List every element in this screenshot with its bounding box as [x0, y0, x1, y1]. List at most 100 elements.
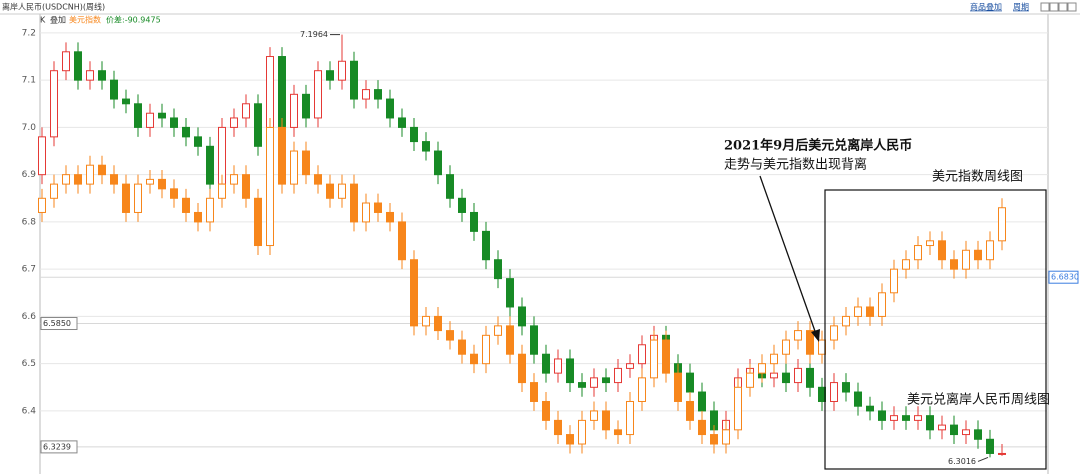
- candle-body: [674, 372, 682, 402]
- y-tick-label: 6.5: [22, 359, 36, 369]
- price-label: 6.3239: [43, 442, 71, 451]
- arrow-head: [811, 329, 820, 342]
- candle-body: [230, 117, 238, 128]
- candle-body: [686, 400, 694, 421]
- candle-body: [506, 325, 514, 355]
- candle-body: [326, 70, 334, 81]
- window-buttons: [1040, 2, 1077, 12]
- candle-body: [962, 249, 970, 270]
- candle-body: [734, 386, 742, 431]
- overlay-label[interactable]: 叠加: [50, 15, 66, 25]
- candle-body: [578, 382, 586, 388]
- candle-body: [182, 197, 190, 213]
- button[interactable]: [1067, 2, 1077, 12]
- candle-body: [518, 353, 526, 384]
- candle-body: [698, 391, 706, 412]
- candle-body: [146, 112, 154, 128]
- candle-body: [158, 112, 166, 119]
- candle-body: [806, 330, 814, 355]
- candle-body: [62, 174, 70, 185]
- candle-body: [242, 103, 250, 119]
- candle-body: [422, 315, 430, 327]
- overlay-link[interactable]: 商品叠加: [970, 2, 1002, 12]
- high-label: 7.1964: [300, 30, 328, 39]
- arrow: [759, 175, 817, 335]
- candle-body: [542, 400, 550, 421]
- candle-body: [446, 330, 454, 341]
- y-tick-label: 6.9: [22, 170, 37, 180]
- y-tick-label: 7.0: [22, 123, 37, 133]
- candle-body: [362, 89, 370, 100]
- candle-body: [914, 245, 922, 261]
- candle-body: [770, 372, 778, 379]
- annotation: 美元兑离岸人民币周线图: [907, 392, 1050, 408]
- candle-body: [566, 358, 574, 384]
- period-link[interactable]: 周期: [1013, 3, 1029, 12]
- annotation: 2021年9月后美元兑离岸人民币: [724, 138, 912, 154]
- candle-body: [842, 382, 850, 393]
- candle-body: [590, 377, 598, 388]
- annotation: 走势与美元指数出现背离: [724, 157, 867, 173]
- candle-body: [62, 51, 70, 72]
- candle-body: [410, 126, 418, 143]
- candle-body: [794, 367, 802, 384]
- overlay-name[interactable]: 美元指数: [69, 15, 101, 25]
- candle-body: [950, 259, 958, 270]
- candle-body: [254, 103, 262, 147]
- candle-body: [878, 410, 886, 421]
- candle-body: [242, 174, 250, 199]
- candle-body: [854, 306, 862, 317]
- candle-body: [122, 98, 130, 105]
- candle-body: [974, 429, 982, 440]
- candle-body: [650, 339, 658, 379]
- button[interactable]: [1040, 2, 1050, 12]
- button[interactable]: [1049, 2, 1059, 12]
- button[interactable]: [1058, 2, 1068, 12]
- candle-body: [350, 183, 358, 223]
- candle-body: [218, 183, 226, 199]
- candle-body: [482, 230, 490, 261]
- candle-body: [866, 306, 874, 317]
- candle-body: [110, 174, 118, 185]
- candle-body: [374, 202, 382, 213]
- candle-body: [290, 150, 298, 185]
- candle-body: [338, 183, 346, 199]
- candle-body: [902, 259, 910, 270]
- candle-body: [446, 174, 454, 199]
- candle-body: [710, 434, 718, 445]
- candle-body: [458, 197, 466, 213]
- candle-body: [926, 415, 934, 431]
- candle-body: [278, 126, 286, 185]
- candle-body: [146, 178, 154, 185]
- candle-series: [38, 117, 1006, 454]
- mode-label: K: [40, 16, 46, 25]
- candle-body: [878, 292, 886, 317]
- y-tick-label: 6.6: [22, 312, 37, 322]
- candle-body: [998, 207, 1006, 242]
- candle-body: [122, 183, 130, 213]
- candle-body: [998, 452, 1006, 455]
- candle-body: [530, 325, 538, 355]
- candle-body: [626, 400, 634, 436]
- candle-body: [194, 136, 202, 147]
- price-label: 6.5850: [43, 319, 71, 328]
- candle-body: [974, 249, 982, 261]
- price-box: [40, 317, 78, 331]
- candle-body: [926, 240, 934, 247]
- annotation: 美元指数周线图: [932, 170, 1023, 185]
- candle-body: [86, 70, 94, 81]
- candle-body: [806, 367, 814, 388]
- candle-body: [554, 419, 562, 436]
- candle-body: [302, 150, 310, 176]
- candle-body: [830, 325, 838, 341]
- candle-body: [134, 183, 142, 213]
- candle-body: [326, 183, 334, 199]
- candle-body: [638, 377, 646, 402]
- candle-body: [374, 89, 382, 100]
- candle-body: [386, 211, 394, 223]
- y-tick-label: 7.1: [22, 76, 36, 86]
- spread-label: 价差:-90.9475: [106, 15, 161, 25]
- candle-body: [566, 434, 574, 445]
- candle-body: [794, 330, 802, 341]
